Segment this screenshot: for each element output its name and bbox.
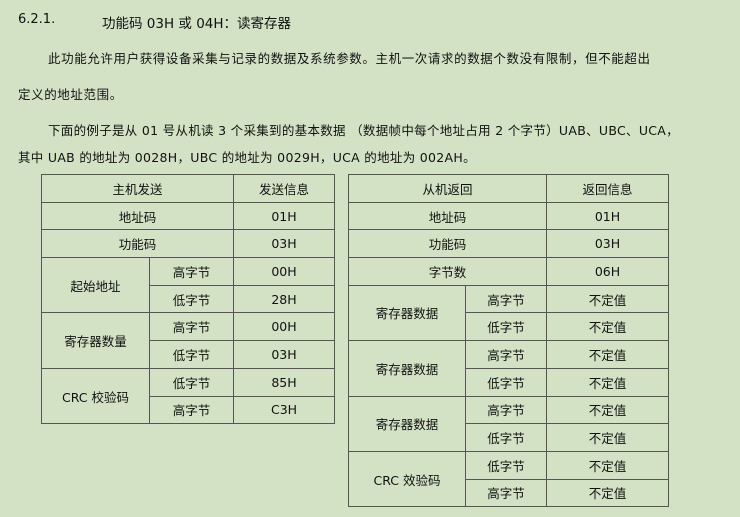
- cell: 03H: [233, 340, 336, 369]
- cell: 85H: [233, 367, 336, 397]
- table-row: CRC 效验码 低字节 不定值: [348, 450, 670, 508]
- cell: 低字节: [148, 340, 235, 369]
- slave-response-table: 从机返回 返回信息 地址码 01H 功能码 03H 字节数 06H 寄存器数据 高字节 不定…: [347, 174, 670, 508]
- paragraph: 定义的地址范围。: [18, 87, 123, 102]
- table-header-row: 从机返回 返回信息: [347, 174, 670, 203]
- table-row: 地址码 01H: [347, 201, 670, 231]
- table-row: 寄存器数据 高字节 不定值: [348, 340, 670, 397]
- table-row: CRC 校验码 低字节 85H: [41, 367, 336, 425]
- header-cell: 发送信息: [233, 174, 336, 203]
- table-row: 寄存器数量 高字节 00H: [41, 312, 336, 369]
- cell: 寄存器数量: [41, 312, 150, 369]
- cell: 起始地址: [41, 257, 150, 314]
- cell: 寄存器数据: [348, 284, 466, 342]
- cell: 寄存器数据: [348, 340, 466, 397]
- cell: 不定值: [546, 284, 670, 314]
- cell: 不定值: [546, 367, 670, 397]
- cell: 地址码: [347, 201, 548, 231]
- section-number: 6.2.1.: [18, 12, 56, 27]
- master-send-table: 主机发送 发送信息 地址码 01H 功能码 03H 起始地址 高字节 00H 低字节 28H…: [40, 174, 336, 425]
- cell: 03H: [546, 229, 670, 259]
- cell: 低字节: [464, 367, 548, 397]
- table-row: 低字节 03H: [42, 340, 336, 369]
- cell: 低字节: [464, 450, 548, 480]
- cell: 不定值: [546, 312, 670, 342]
- table-row: 起始地址 高字节 00H: [41, 257, 336, 314]
- cell: 高字节: [148, 312, 235, 342]
- cell: 06H: [546, 257, 670, 286]
- table-row: 功能码 03H: [40, 229, 336, 259]
- table-row: 低字节 28H: [42, 284, 336, 314]
- header-cell: 主机发送: [40, 174, 235, 203]
- cell: 28H: [233, 284, 336, 314]
- cell: 不定值: [546, 395, 670, 425]
- cell: 功能码: [40, 229, 235, 259]
- cell: 00H: [233, 257, 336, 286]
- cell: 不定值: [546, 423, 670, 452]
- cell: 功能码: [347, 229, 548, 259]
- cell: 不定值: [546, 478, 670, 508]
- cell: C3H: [233, 395, 336, 425]
- header-cell: 返回信息: [546, 174, 670, 203]
- cell: 不定值: [546, 340, 670, 369]
- table-row: 低字节 不定值: [349, 312, 670, 342]
- cell: 00H: [233, 312, 336, 342]
- cell: 高字节: [464, 340, 548, 369]
- table-row: 低字节 不定值: [349, 423, 670, 452]
- table-row: 功能码 03H: [347, 229, 670, 259]
- cell: 高字节: [148, 395, 235, 425]
- header-cell: 从机返回: [347, 174, 548, 203]
- cell: 寄存器数据: [348, 395, 466, 452]
- table-row: 地址码 01H: [40, 201, 336, 231]
- cell: CRC 校验码: [41, 367, 150, 425]
- table-row: 字节数 06H: [347, 257, 670, 286]
- cell: 低字节: [464, 312, 548, 342]
- paragraph: 其中 UAB 的地址为 0028H，UBC 的地址为 0029H，UCA 的地址…: [18, 150, 476, 165]
- cell: 03H: [233, 229, 336, 259]
- cell: 地址码: [40, 201, 235, 231]
- cell: 01H: [546, 201, 670, 231]
- cell: CRC 效验码: [348, 450, 466, 508]
- cell: 高字节: [464, 284, 548, 314]
- cell: 高字节: [148, 257, 235, 286]
- table-row: 寄存器数据 高字节 不定值: [348, 395, 670, 452]
- cell: 字节数: [347, 257, 548, 286]
- cell: 高字节: [464, 478, 548, 508]
- table-row: 低字节 不定值: [349, 367, 670, 397]
- paragraph: 此功能允许用户获得设备采集与记录的数据及系统参数。主机一次请求的数据个数没有限制…: [48, 51, 651, 66]
- table-header-row: 主机发送 发送信息: [40, 174, 336, 203]
- cell: 不定值: [546, 450, 670, 480]
- cell: 高字节: [464, 395, 548, 425]
- table-row: 高字节 不定值: [349, 478, 670, 508]
- cell: 低字节: [148, 367, 235, 397]
- table-row: 高字节 C3H: [42, 395, 336, 425]
- table-row: 寄存器数据 高字节 不定值: [348, 284, 670, 342]
- cell: 低字节: [464, 423, 548, 452]
- section-title: 功能码 03H 或 04H：读寄存器: [102, 16, 292, 32]
- cell: 01H: [233, 201, 336, 231]
- paragraph: 下面的例子是从 01 号从机读 3 个采集到的基本数据 （数据帧中每个地址占用 …: [48, 123, 679, 138]
- cell: 低字节: [148, 284, 235, 314]
